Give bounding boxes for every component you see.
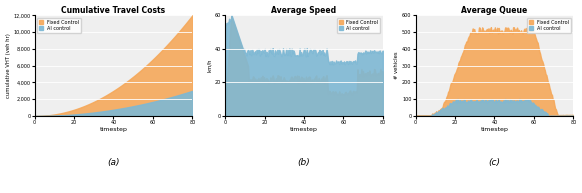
Title: Cumulative Travel Costs: Cumulative Travel Costs [62,6,165,14]
X-axis label: timestep: timestep [481,127,509,132]
Legend: Fixed Control, AI control: Fixed Control, AI control [37,18,81,33]
Y-axis label: cumulative VHT (veh hr): cumulative VHT (veh hr) [6,33,10,98]
Y-axis label: # vehicles: # vehicles [394,52,399,80]
Text: (b): (b) [297,158,310,167]
X-axis label: timestep: timestep [100,127,127,132]
Legend: Fixed Control, AI control: Fixed Control, AI control [337,18,381,33]
Text: (a): (a) [107,158,120,167]
X-axis label: timestep: timestep [290,127,318,132]
Title: Average Speed: Average Speed [271,6,336,14]
Legend: Fixed Control, AI control: Fixed Control, AI control [527,18,571,33]
Y-axis label: km/h: km/h [207,59,212,72]
Title: Average Queue: Average Queue [462,6,528,14]
Text: (c): (c) [488,158,501,167]
